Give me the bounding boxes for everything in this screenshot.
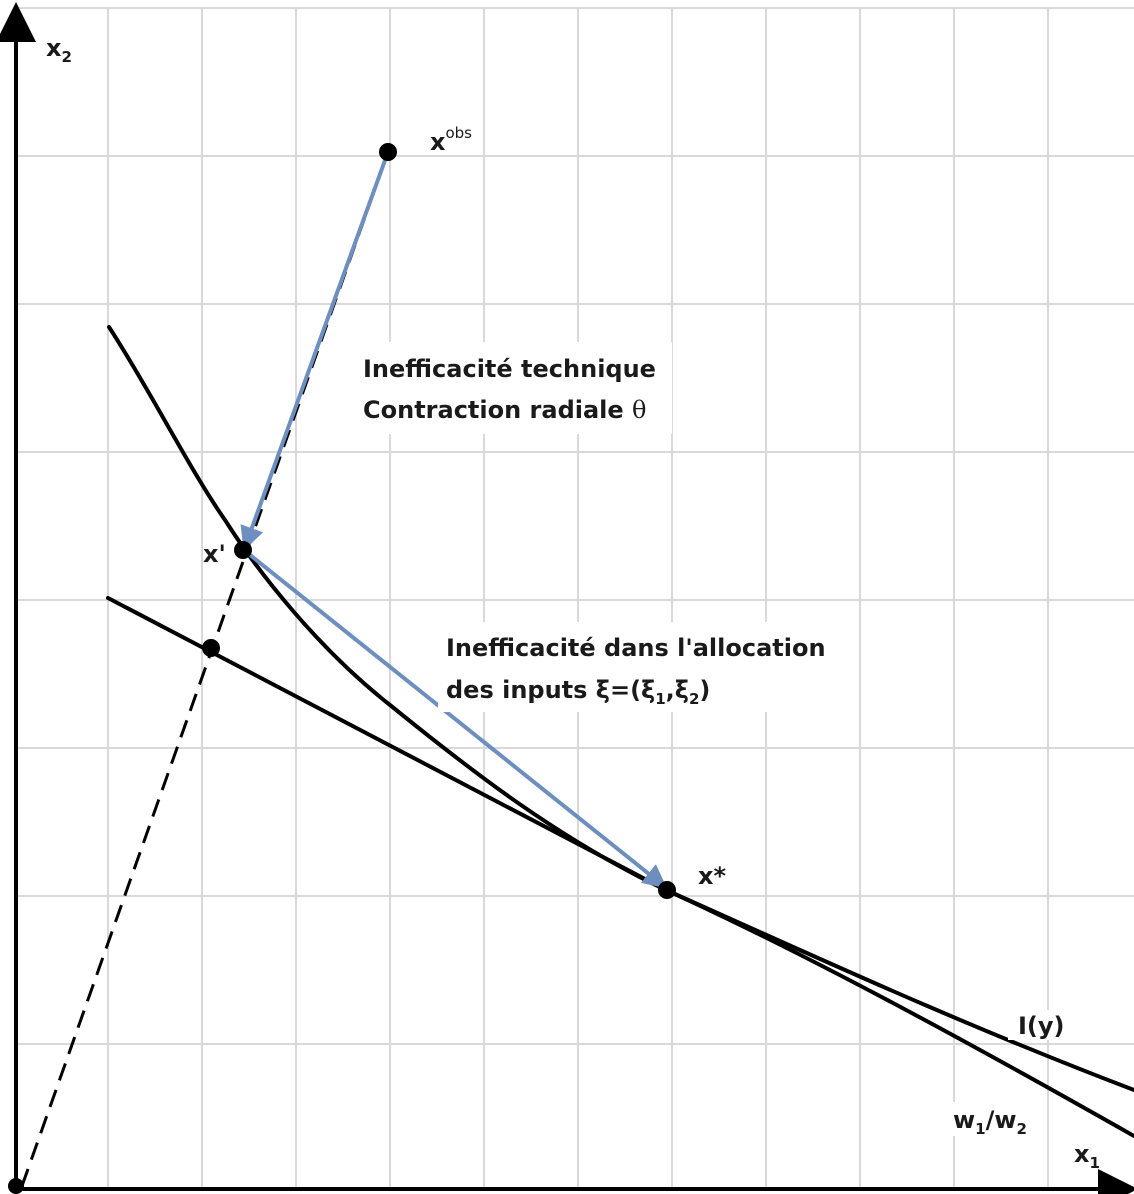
- x1-axis-label: x1: [1074, 1140, 1100, 1172]
- x-prime-label: x': [203, 540, 226, 568]
- isoquant-label: I(y): [1018, 1012, 1065, 1040]
- radial-ray-dashed: [20, 151, 390, 1187]
- allocation-label-background: [438, 622, 818, 712]
- point-origin: [8, 1178, 24, 1194]
- inputs-vector-label: des inputs ξ=(ξ1,ξ2): [446, 676, 710, 708]
- x-star-label: x*: [698, 862, 726, 890]
- technical-inefficiency-arrow: [240, 151, 390, 551]
- point-isocost-intersection: [202, 639, 220, 657]
- allocative-inefficiency-arrow: [243, 549, 668, 889]
- isocost-label-gap: [950, 1102, 1042, 1136]
- technical-label-background: [356, 342, 672, 434]
- grid: [16, 7, 1134, 1188]
- point-x-obs: [379, 143, 397, 161]
- isoquant-curve: [107, 325, 1134, 1092]
- isoquant-label-gap: [1008, 1010, 1072, 1040]
- isocost-line: [106, 596, 1134, 1138]
- radial-contraction-label: Contraction radiale θ: [363, 396, 647, 424]
- technical-inefficiency-title: Inefficacité technique: [363, 355, 656, 383]
- price-ratio-label: w1/w2: [953, 1106, 1027, 1138]
- x2-axis-label: x2: [46, 34, 72, 66]
- point-x-prime: [234, 541, 252, 559]
- point-x-star: [658, 881, 676, 899]
- x-obs-label: xobs: [430, 124, 472, 156]
- allocative-inefficiency-title: Inefficacité dans l'allocation: [446, 634, 826, 662]
